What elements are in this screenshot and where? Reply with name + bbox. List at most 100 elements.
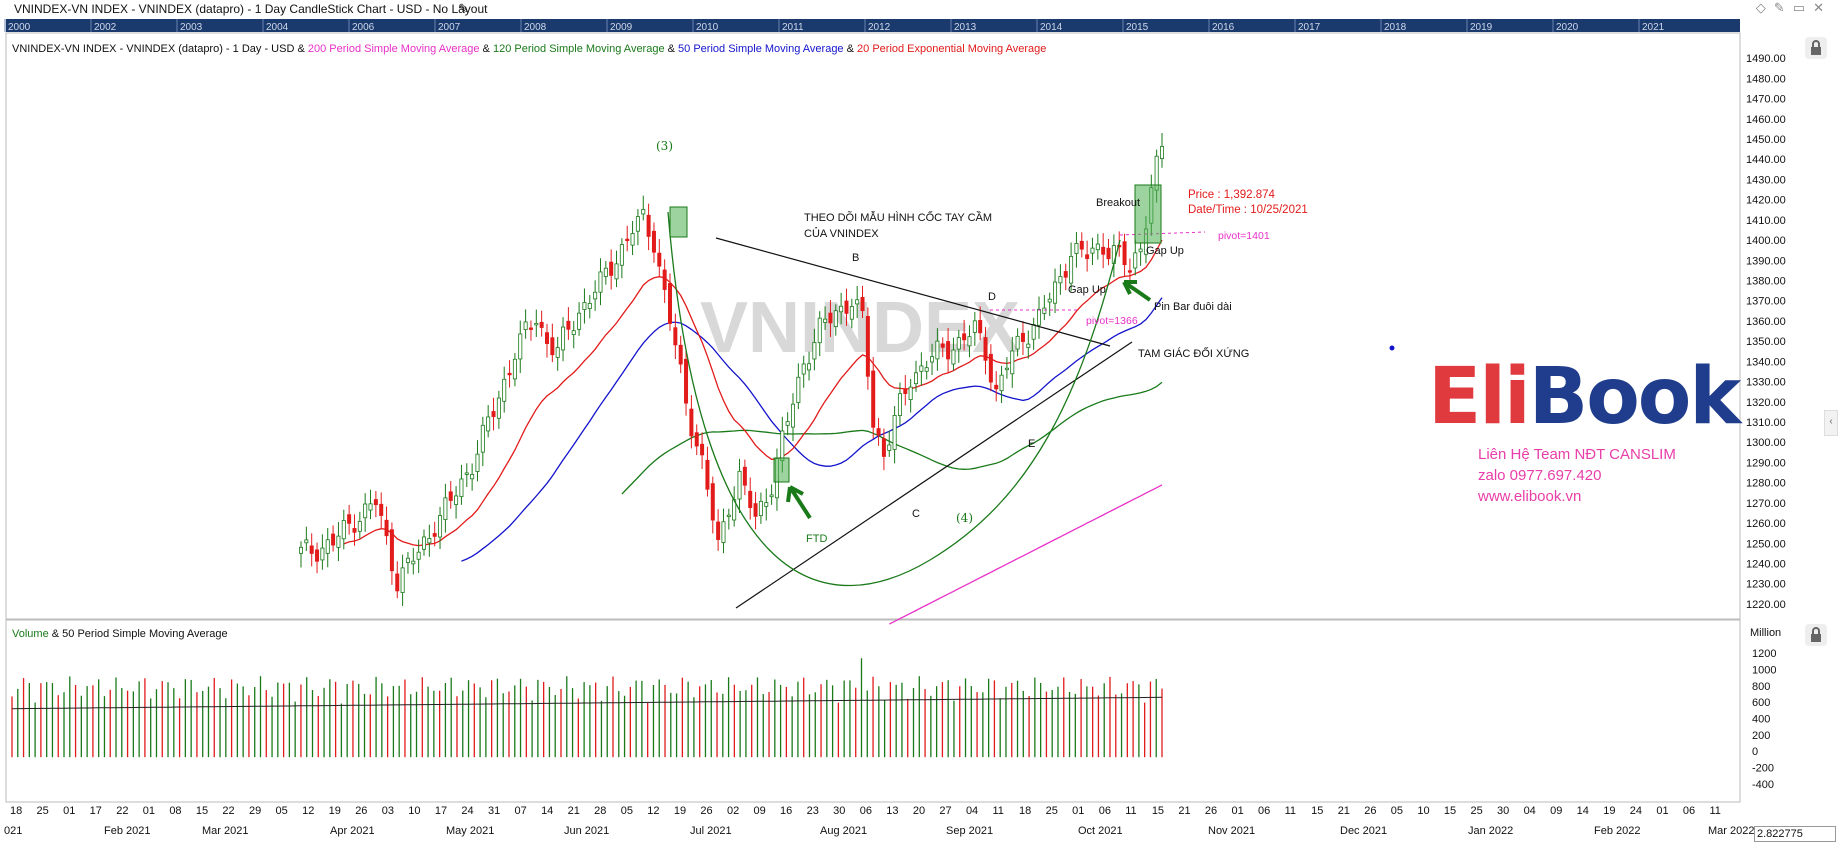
candle-body <box>368 503 373 511</box>
price-tick-label: 1290.00 <box>1746 457 1786 469</box>
candle-body <box>994 384 999 390</box>
day-tick-label: 24 <box>461 805 473 817</box>
candle-body <box>566 320 571 330</box>
candle-body <box>539 321 544 328</box>
candle-body <box>748 490 753 508</box>
candle-body <box>1058 276 1063 284</box>
month-tick-label: Oct 2021 <box>1078 825 1123 837</box>
datetime-readout: Date/Time : 10/25/2021 <box>1188 204 1308 216</box>
price-tick-label: 1220.00 <box>1746 599 1786 611</box>
candle-body <box>860 297 865 312</box>
candle-body <box>721 521 726 543</box>
volume-lock-icon[interactable] <box>1805 624 1827 646</box>
day-tick-label: 19 <box>329 805 341 817</box>
overview-year-label: 2020 <box>1556 22 1579 33</box>
month-tick-label: Jun 2021 <box>564 825 609 837</box>
volume-tick-label: 0 <box>1752 746 1758 758</box>
diamond-icon[interactable]: ◇ <box>1755 0 1774 15</box>
breakout-box-2 <box>1134 184 1162 244</box>
day-tick-label: 01 <box>143 805 155 817</box>
candle-body <box>865 316 870 377</box>
panel-collapse-icon[interactable]: ‹ <box>1824 410 1838 436</box>
candle-body <box>534 322 539 326</box>
overview-strip[interactable] <box>6 19 1740 32</box>
candle-body <box>1031 324 1036 340</box>
candle-body <box>817 317 822 344</box>
price-tick-label: 1230.00 <box>1746 579 1786 591</box>
sma50-line <box>461 297 1163 562</box>
day-tick-label: 12 <box>302 805 314 817</box>
candle-body <box>716 521 721 540</box>
day-tick-label: 30 <box>833 805 845 817</box>
candle-body <box>753 503 758 517</box>
price-tick-label: 1280.00 <box>1746 478 1786 490</box>
day-tick-label: 25 <box>1046 805 1058 817</box>
day-tick-label: 01 <box>1072 805 1084 817</box>
day-tick-label: 19 <box>1603 805 1615 817</box>
zoom-input[interactable]: 2.822775 <box>1754 826 1836 842</box>
candle-body <box>967 336 972 347</box>
day-tick-label: 24 <box>1630 805 1642 817</box>
candle-body <box>587 303 592 309</box>
edit-pencil-icon[interactable]: ✎ <box>458 1 469 16</box>
day-tick-label: 15 <box>1311 805 1323 817</box>
volume-tick-label: -200 <box>1752 763 1774 775</box>
price-tick-label: 1400.00 <box>1746 235 1786 247</box>
day-tick-label: 22 <box>116 805 128 817</box>
candle-body <box>502 378 507 402</box>
candle-body <box>373 499 378 506</box>
candle-body <box>496 397 501 419</box>
candle-body <box>475 453 480 472</box>
candle-body <box>764 502 769 507</box>
day-tick-label: 26 <box>700 805 712 817</box>
restore-icon[interactable]: ▭ <box>1792 0 1814 15</box>
day-tick-label: 11 <box>1709 805 1720 817</box>
candle-body <box>470 474 475 480</box>
day-tick-label: 10 <box>1417 805 1429 817</box>
price-tick-label: 1390.00 <box>1746 255 1786 267</box>
day-tick-label: 18 <box>1019 805 1031 817</box>
overview-year-label: 2015 <box>1126 22 1149 33</box>
pin-icon[interactable]: ✎ <box>1773 0 1793 15</box>
candle-body <box>641 209 646 215</box>
candle-body <box>1015 335 1020 350</box>
candle-body <box>833 310 838 328</box>
contact-line-1: Liên Hệ Team NĐT CANSLIM <box>1478 446 1676 463</box>
legend-volume-rest: & 50 Period Simple Moving Average <box>52 628 228 640</box>
month-tick-label: Jul 2021 <box>690 825 732 837</box>
day-tick-label: 21 <box>1338 805 1350 817</box>
day-tick-label: 17 <box>435 805 447 817</box>
candle-body <box>758 500 763 517</box>
candle-body <box>582 302 587 311</box>
candle-body <box>603 267 608 277</box>
day-tick-label: 01 <box>1231 805 1243 817</box>
triangle-upper-line <box>715 237 1111 347</box>
candle-body <box>341 520 346 540</box>
day-tick-label: 20 <box>913 805 925 817</box>
candle-body <box>347 514 352 524</box>
candle-body <box>700 443 705 456</box>
day-tick-label: 19 <box>674 805 686 817</box>
overview-year-label: 2010 <box>696 22 719 33</box>
price-info-box: Price : 1,392.874 Date/Time : 10/25/2021 <box>1188 188 1308 218</box>
day-tick-label: 08 <box>169 805 181 817</box>
cup-title-2: CỦA VNINDEX <box>804 227 879 240</box>
close-icon[interactable]: ✕ <box>1813 0 1832 15</box>
candle-body <box>919 365 924 372</box>
price-tick-label: 1330.00 <box>1746 377 1786 389</box>
day-tick-label: 26 <box>1205 805 1217 817</box>
price-lock-icon[interactable] <box>1805 37 1827 59</box>
candle-body <box>924 367 929 372</box>
price-tick-label: 1340.00 <box>1746 356 1786 368</box>
candle-body <box>480 424 485 453</box>
price-tick-label: 1250.00 <box>1746 538 1786 550</box>
day-tick-label: 27 <box>939 805 951 817</box>
candle-body <box>523 321 528 331</box>
candle-body <box>619 244 624 266</box>
candle-body <box>448 491 453 501</box>
candle-body <box>512 358 517 380</box>
candle-body <box>908 386 913 400</box>
candle-body <box>331 533 336 546</box>
candle-body <box>935 340 940 360</box>
candle-body <box>946 341 951 360</box>
